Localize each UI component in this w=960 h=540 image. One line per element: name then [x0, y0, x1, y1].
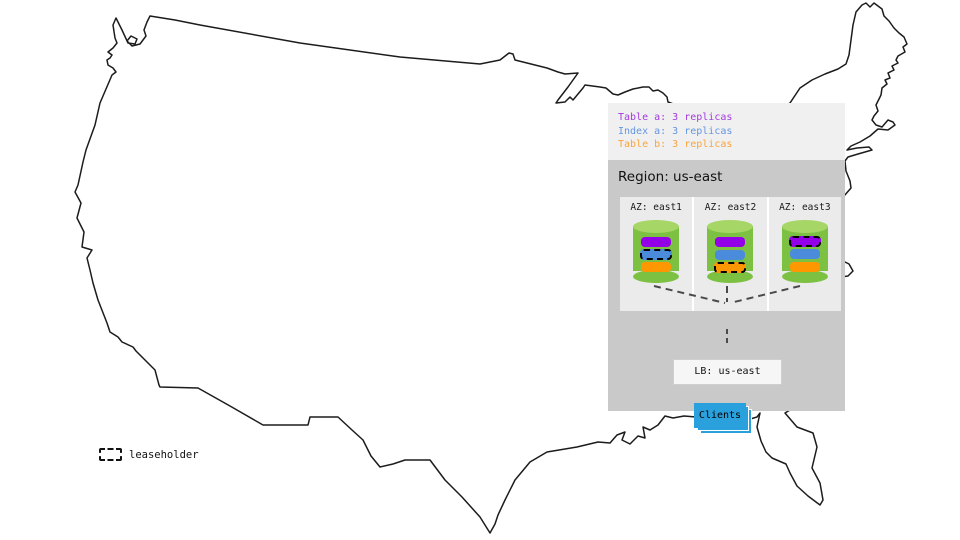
replica-bars — [640, 237, 673, 272]
leaseholder-swatch-icon — [99, 448, 122, 461]
replica-bars — [788, 236, 821, 272]
leaseholder-label: leaseholder — [129, 448, 199, 461]
clients-box: Clients — [694, 403, 746, 428]
topology-overlay: Table a: 3 replicas Index a: 3 replicas … — [608, 103, 845, 434]
load-balancer-box: LB: us-east — [673, 359, 782, 385]
legend-index-a: Index a: 3 replicas — [618, 125, 733, 137]
leaseholder-legend: leaseholder — [99, 448, 199, 461]
legend-table-a: Table a: 3 replicas — [618, 112, 733, 123]
region-title: Region: us-east — [618, 169, 723, 185]
database-cylinder-icon — [781, 220, 828, 283]
replica-legend-panel: Table a: 3 replicas Index a: 3 replicas … — [608, 103, 845, 160]
replica-bars — [714, 237, 747, 273]
connector-lines — [653, 285, 801, 346]
az-label: AZ: east3 — [779, 202, 831, 213]
az-label: AZ: east1 — [630, 202, 682, 213]
replica-bar-index-a — [715, 250, 746, 260]
replica-bar-table-a — [641, 237, 672, 247]
az-box-east2: AZ: east2 — [694, 197, 767, 311]
az-label: AZ: east2 — [704, 202, 757, 213]
az-box-east3: AZ: east3 — [768, 197, 841, 311]
replica-bar-table-a-leaseholder — [788, 236, 821, 247]
az-row: AZ: east1 AZ: east2 — [620, 197, 841, 311]
replica-bar-table-b — [641, 262, 672, 272]
region-panel: Region: us-east AZ: east1 AZ: east2 — [608, 160, 845, 434]
replica-bar-table-b — [789, 262, 820, 272]
replica-bar-table-a — [715, 237, 746, 247]
legend-table-b: Table b: 3 replicas — [618, 139, 733, 150]
clients-stack: Clients — [694, 403, 753, 435]
replica-bar-index-a-leaseholder — [640, 249, 673, 260]
database-cylinder-icon — [707, 220, 754, 283]
replica-bar-table-b-leaseholder — [714, 262, 747, 273]
database-cylinder-icon — [633, 220, 680, 283]
replica-bar-index-a — [789, 249, 820, 259]
